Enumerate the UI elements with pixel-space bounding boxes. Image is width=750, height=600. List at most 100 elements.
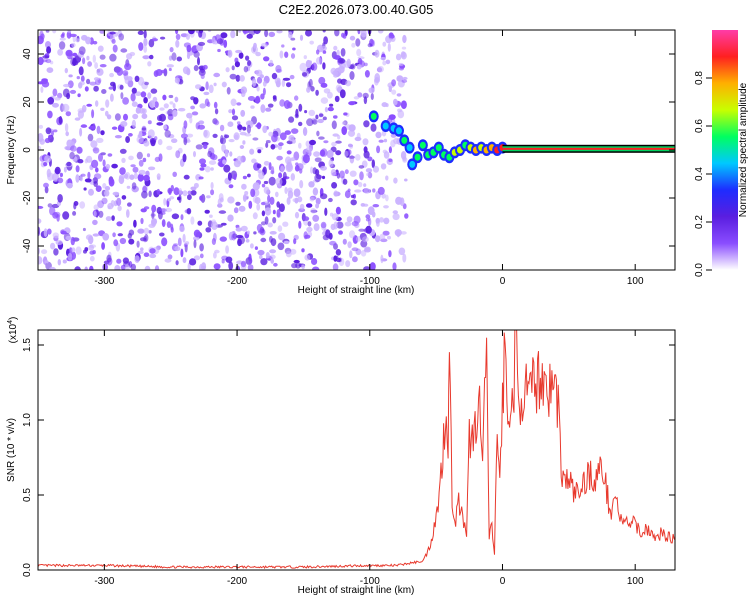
- noise-speckle: [53, 248, 59, 256]
- noise-speckle: [284, 187, 288, 194]
- x-tick-label: 100: [627, 276, 644, 287]
- noise-speckle: [172, 109, 178, 117]
- noise-speckle: [180, 133, 188, 139]
- noise-speckle: [380, 56, 386, 61]
- colorbar-tick-label: 0.2: [694, 215, 705, 229]
- noise-speckle: [104, 186, 111, 191]
- noise-speckle: [195, 144, 203, 150]
- noise-speckle: [119, 148, 127, 154]
- noise-speckle: [298, 103, 303, 112]
- noise-speckle: [75, 174, 80, 183]
- noise-speckle: [375, 131, 382, 139]
- noise-speckle: [370, 93, 374, 100]
- noise-speckle: [349, 230, 356, 239]
- noise-speckle: [316, 130, 320, 137]
- noise-speckle: [318, 76, 326, 85]
- noise-speckle: [350, 194, 355, 199]
- noise-speckle: [70, 145, 77, 152]
- noise-speckle: [260, 258, 268, 266]
- y-tick-label: 0.5: [22, 488, 33, 502]
- noise-speckle: [401, 46, 407, 50]
- noise-speckle: [225, 256, 233, 263]
- noise-speckle: [38, 218, 42, 224]
- noise-speckle: [343, 112, 348, 116]
- noise-speckle: [59, 103, 66, 112]
- noise-speckle: [97, 45, 104, 52]
- noise-speckle: [154, 136, 158, 141]
- noise-speckle: [47, 110, 53, 119]
- noise-speckle: [56, 214, 60, 222]
- noise-speckle: [260, 42, 268, 48]
- noise-speckle: [76, 146, 83, 154]
- noise-speckle: [66, 92, 71, 100]
- noise-speckle: [291, 263, 298, 269]
- noise-speckle: [114, 265, 121, 270]
- noise-speckle: [161, 219, 166, 228]
- noise-speckle: [207, 150, 213, 158]
- noise-speckle: [182, 153, 187, 163]
- noise-speckle: [156, 188, 161, 195]
- noise-speckle: [272, 217, 277, 224]
- noise-speckle: [263, 160, 270, 166]
- noise-speckle: [260, 104, 266, 113]
- noise-speckle: [68, 74, 73, 78]
- noise-speckle: [98, 210, 104, 218]
- noise-speckle: [44, 137, 51, 144]
- noise-speckle: [281, 79, 286, 87]
- noise-speckle: [190, 105, 196, 110]
- noise-speckle: [235, 49, 242, 54]
- noise-speckle: [223, 164, 231, 173]
- noise-speckle: [156, 173, 161, 180]
- noise-speckle: [138, 169, 146, 175]
- noise-speckle: [102, 263, 108, 270]
- noise-speckle: [210, 167, 214, 171]
- noise-speckle: [247, 96, 256, 101]
- noise-speckle: [381, 102, 388, 108]
- x-tick-label: -300: [94, 276, 114, 287]
- noise-speckle: [248, 30, 256, 36]
- noise-speckle: [92, 233, 100, 237]
- noise-speckle: [265, 252, 270, 259]
- noise-speckle: [87, 171, 91, 179]
- noise-speckle: [268, 176, 276, 186]
- noise-speckle: [47, 228, 52, 235]
- noise-speckle: [367, 217, 372, 227]
- noise-speckle: [387, 43, 391, 52]
- noise-speckle: [278, 142, 284, 147]
- noise-speckle: [400, 100, 407, 109]
- noise-speckle: [59, 37, 66, 41]
- spectrogram-x-ticks: -300 -200 -100 0 100: [94, 30, 644, 287]
- y-tick-label: 20: [22, 96, 33, 108]
- noise-speckle: [198, 176, 204, 180]
- noise-speckle: [198, 30, 204, 34]
- noise-speckle: [134, 255, 140, 263]
- noise-speckle: [183, 42, 191, 48]
- noise-speckle: [358, 165, 365, 169]
- noise-speckle: [133, 172, 138, 180]
- noise-speckle: [164, 207, 173, 213]
- noise-speckle: [259, 254, 263, 260]
- noise-speckle: [308, 78, 313, 88]
- noise-speckle: [171, 138, 178, 143]
- noise-speckle: [282, 77, 291, 81]
- noise-speckle: [348, 101, 356, 106]
- noise-speckle: [309, 40, 315, 45]
- noise-speckle: [377, 30, 384, 34]
- noise-speckle: [342, 33, 347, 39]
- x-tick-label: -100: [360, 276, 380, 287]
- noise-speckle: [170, 184, 174, 192]
- noise-speckle: [392, 210, 398, 215]
- noise-speckle: [75, 246, 82, 255]
- noise-speckle: [323, 140, 329, 144]
- noise-speckle: [107, 30, 111, 37]
- noise-speckle: [304, 254, 311, 261]
- noise-speckle: [255, 69, 263, 77]
- noise-speckle: [238, 205, 246, 212]
- noise-speckle: [185, 33, 190, 40]
- noise-speckle: [268, 254, 276, 260]
- noise-speckle: [126, 202, 132, 207]
- noise-speckle: [260, 201, 266, 206]
- noise-speckle: [298, 220, 302, 229]
- noise-speckle: [38, 205, 44, 209]
- noise-speckle: [186, 208, 192, 215]
